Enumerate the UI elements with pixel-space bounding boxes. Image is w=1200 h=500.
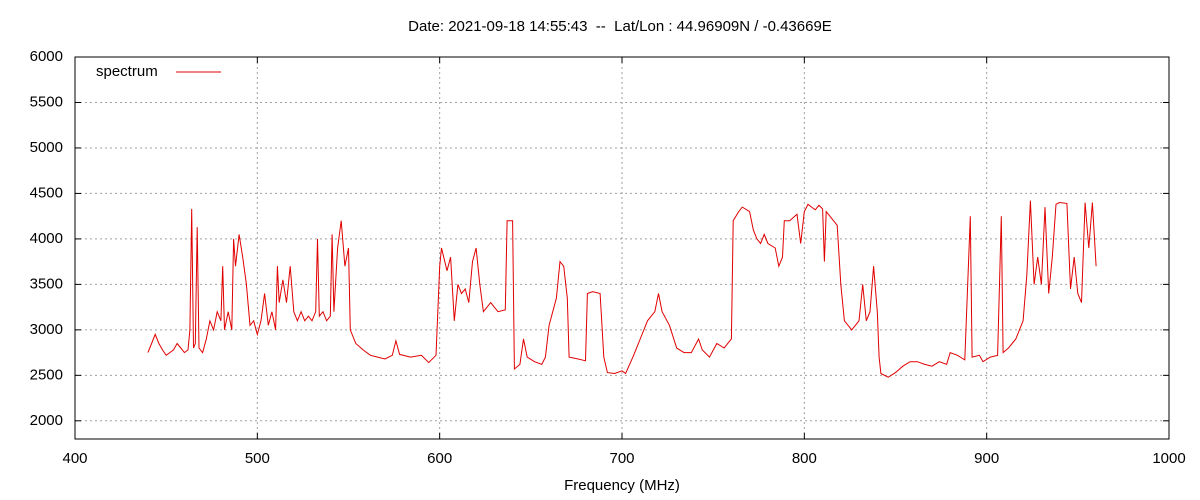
legend-label: spectrum xyxy=(96,63,158,80)
spectrum-line xyxy=(147,200,1097,378)
y-tick-label: 6000 xyxy=(30,48,63,65)
x-tick-label: 600 xyxy=(427,450,452,467)
plot-border xyxy=(74,56,1170,440)
y-tick-label: 2500 xyxy=(30,366,63,383)
y-tick-label: 5000 xyxy=(30,139,63,156)
y-tick-label: 2000 xyxy=(30,412,63,429)
x-tick-label: 1000 xyxy=(1152,450,1185,467)
x-tick-label: 800 xyxy=(792,450,817,467)
y-tick-label: 5500 xyxy=(30,93,63,110)
x-axis-label: Frequency (MHz) xyxy=(564,477,680,494)
x-tick-label: 900 xyxy=(974,450,999,467)
y-tick-label: 3500 xyxy=(30,275,63,292)
x-tick-label: 400 xyxy=(62,450,87,467)
y-tick-label: 4000 xyxy=(30,230,63,247)
y-tick-label: 3000 xyxy=(30,321,63,338)
y-tick-label: 4500 xyxy=(30,184,63,201)
chart-title: Date: 2021-09-18 14:55:43 -- Lat/Lon : 4… xyxy=(408,18,832,35)
x-tick-label: 500 xyxy=(245,450,270,467)
x-tick-label: 700 xyxy=(609,450,634,467)
